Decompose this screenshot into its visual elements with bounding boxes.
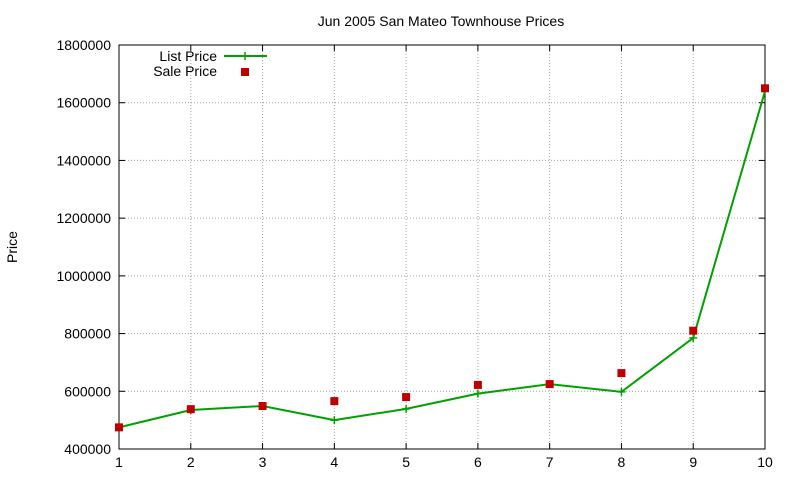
x-tick-label: 1 (115, 454, 123, 470)
series-layer (115, 84, 769, 432)
list-price-point (617, 387, 626, 396)
sale-price-point (689, 326, 698, 335)
y-axis-ticks: 400000 600000 800000 1000000 1200000 1400000 1… (56, 37, 765, 457)
sale-price-point (545, 380, 554, 389)
x-tick-label: 7 (546, 454, 554, 470)
list-price-point (689, 333, 698, 342)
list-price-line (118, 90, 766, 429)
y-tick-label: 1200000 (56, 210, 111, 226)
sale-price-point (473, 380, 482, 389)
list-price-point (402, 404, 411, 413)
sale-price-point (186, 405, 195, 414)
y-tick-label: 400000 (64, 441, 111, 457)
x-tick-label: 4 (330, 454, 338, 470)
x-tick-label: 9 (689, 454, 697, 470)
x-tick-label: 3 (259, 454, 267, 470)
legend-label-sale-price: Sale Price (153, 63, 217, 79)
legend-marker-sale-price (241, 68, 249, 76)
list-price-point (473, 389, 482, 398)
y-tick-label: 1800000 (56, 37, 111, 53)
grid (119, 45, 765, 449)
chart-title: Jun 2005 San Mateo Townhouse Prices (318, 13, 564, 29)
y-tick-label: 600000 (64, 383, 111, 399)
y-tick-label: 1400000 (56, 152, 111, 168)
legend-marker-list-price (241, 52, 249, 60)
y-tick-label: 1000000 (56, 268, 111, 284)
plot-area-border (118, 44, 766, 450)
x-tick-label: 10 (757, 454, 773, 470)
y-tick-label: 1600000 (56, 95, 111, 111)
sale-price-point (402, 393, 411, 402)
y-axis-label: Price (4, 231, 20, 263)
x-axis-ticks: 1 2 3 4 5 6 7 8 9 10 (115, 45, 773, 470)
sale-price-point (761, 84, 769, 93)
sale-price-point (115, 423, 123, 432)
sale-price-point (617, 369, 626, 378)
list-price-point (330, 416, 339, 425)
legend-label-list-price: List Price (159, 48, 217, 64)
sale-price-point (330, 397, 339, 406)
x-tick-label: 6 (474, 454, 482, 470)
x-tick-label: 2 (187, 454, 195, 470)
sale-price-point (258, 402, 267, 411)
x-tick-label: 5 (402, 454, 410, 470)
y-tick-label: 800000 (64, 326, 111, 342)
x-tick-label: 8 (618, 454, 626, 470)
